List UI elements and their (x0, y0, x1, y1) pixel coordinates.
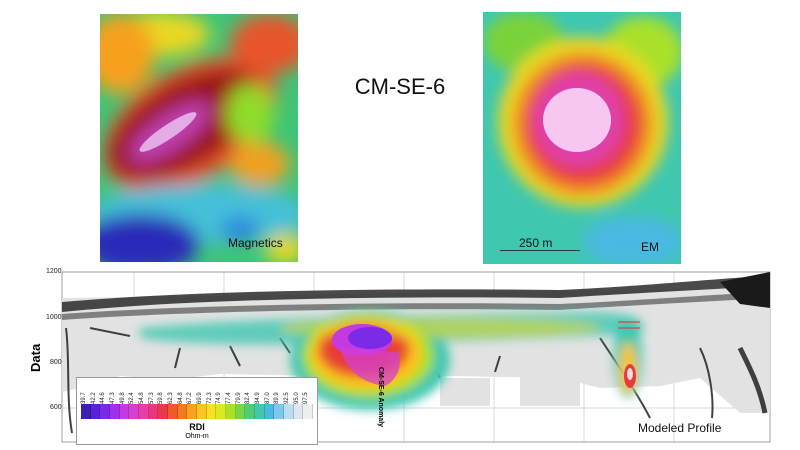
legend-color-cell (264, 404, 275, 419)
legend-color-cell (110, 404, 120, 419)
legend-color-cell (187, 404, 198, 419)
legend-value: 89.9 (274, 392, 281, 404)
legend-colorbar (81, 404, 314, 419)
y-axis-label: Data (28, 343, 43, 372)
legend-unit: Ohm-m (185, 433, 209, 440)
site-title: CM-SE-6 (354, 74, 446, 99)
legend-color-cell (158, 404, 169, 419)
legend-value: 54.8 (139, 392, 146, 404)
legend-value: 79.9 (235, 392, 242, 404)
legend-color-cell (197, 404, 207, 419)
legend-color-cell (274, 404, 285, 419)
legend-color-cell (90, 404, 101, 419)
legend-value: 87.0 (264, 392, 271, 404)
legend-value: 77.4 (226, 392, 233, 404)
legend-color-cell (139, 404, 149, 419)
anomaly-label: CM-SE-6 Anomaly (377, 367, 384, 428)
magnetics-label: Magnetics (228, 236, 283, 250)
legend-color-cell (148, 404, 159, 419)
legend-color-cell (81, 404, 91, 419)
legend-value: 42.2 (90, 392, 97, 404)
legend-value: 84.9 (255, 392, 262, 404)
legend-value: 57.3 (148, 392, 155, 404)
legend-color-cell (303, 404, 314, 419)
legend-color-cell (177, 404, 188, 419)
y-tick-800: 800 (50, 359, 62, 366)
legend-value: 52.4 (129, 392, 136, 404)
legend-color-cell (255, 404, 265, 419)
legend-values: 39.7 42.2 44.6 47.3 49.8 52.4 54.8 57.3 59.8 62.3… (81, 382, 313, 404)
scale-bar (500, 250, 580, 251)
legend-color-cell (206, 404, 217, 419)
legend-value: 92.5 (284, 392, 291, 404)
legend-title: RDI (189, 422, 205, 432)
legend-value: 39.7 (81, 392, 87, 404)
legend-value: 72.3 (206, 392, 213, 404)
legend-color-cell (235, 404, 246, 419)
legend-color-cell (245, 404, 256, 419)
legend-color-cell (226, 404, 236, 419)
legend-value: 62.3 (168, 392, 175, 404)
legend-value: 82.4 (245, 392, 252, 404)
legend-color-cell (119, 404, 130, 419)
legend-color-cell (216, 404, 227, 419)
legend-value: 74.9 (216, 392, 223, 404)
modeled-profile-label: Modeled Profile (638, 421, 722, 435)
y-tick-1200: 1200 (46, 268, 62, 275)
legend-value: 69.9 (197, 392, 204, 404)
legend-value: 95.0 (293, 392, 300, 404)
em-map (483, 12, 681, 264)
legend-value: 44.6 (100, 392, 107, 404)
rdi-legend: 39.7 42.2 44.6 47.3 49.8 52.4 54.8 57.3 59.8 62.3… (76, 377, 318, 445)
legend-color-cell (293, 404, 304, 419)
legend-value: 64.8 (177, 392, 184, 404)
legend-value: 47.3 (110, 392, 117, 404)
scale-bar-label: 250 m (519, 236, 553, 250)
legend-value: 97.5 (303, 392, 310, 404)
em-label: EM (641, 240, 659, 254)
legend-color-cell (100, 404, 111, 419)
legend-color-cell (129, 404, 140, 419)
legend-value: 59.8 (158, 392, 165, 404)
legend-value: 67.2 (187, 392, 194, 404)
legend-color-cell (168, 404, 178, 419)
magnetics-map (100, 14, 298, 262)
legend-color-cell (284, 404, 294, 419)
y-tick-1000: 1000 (46, 314, 62, 321)
y-tick-600: 600 (50, 404, 62, 411)
legend-value: 49.8 (119, 392, 126, 404)
